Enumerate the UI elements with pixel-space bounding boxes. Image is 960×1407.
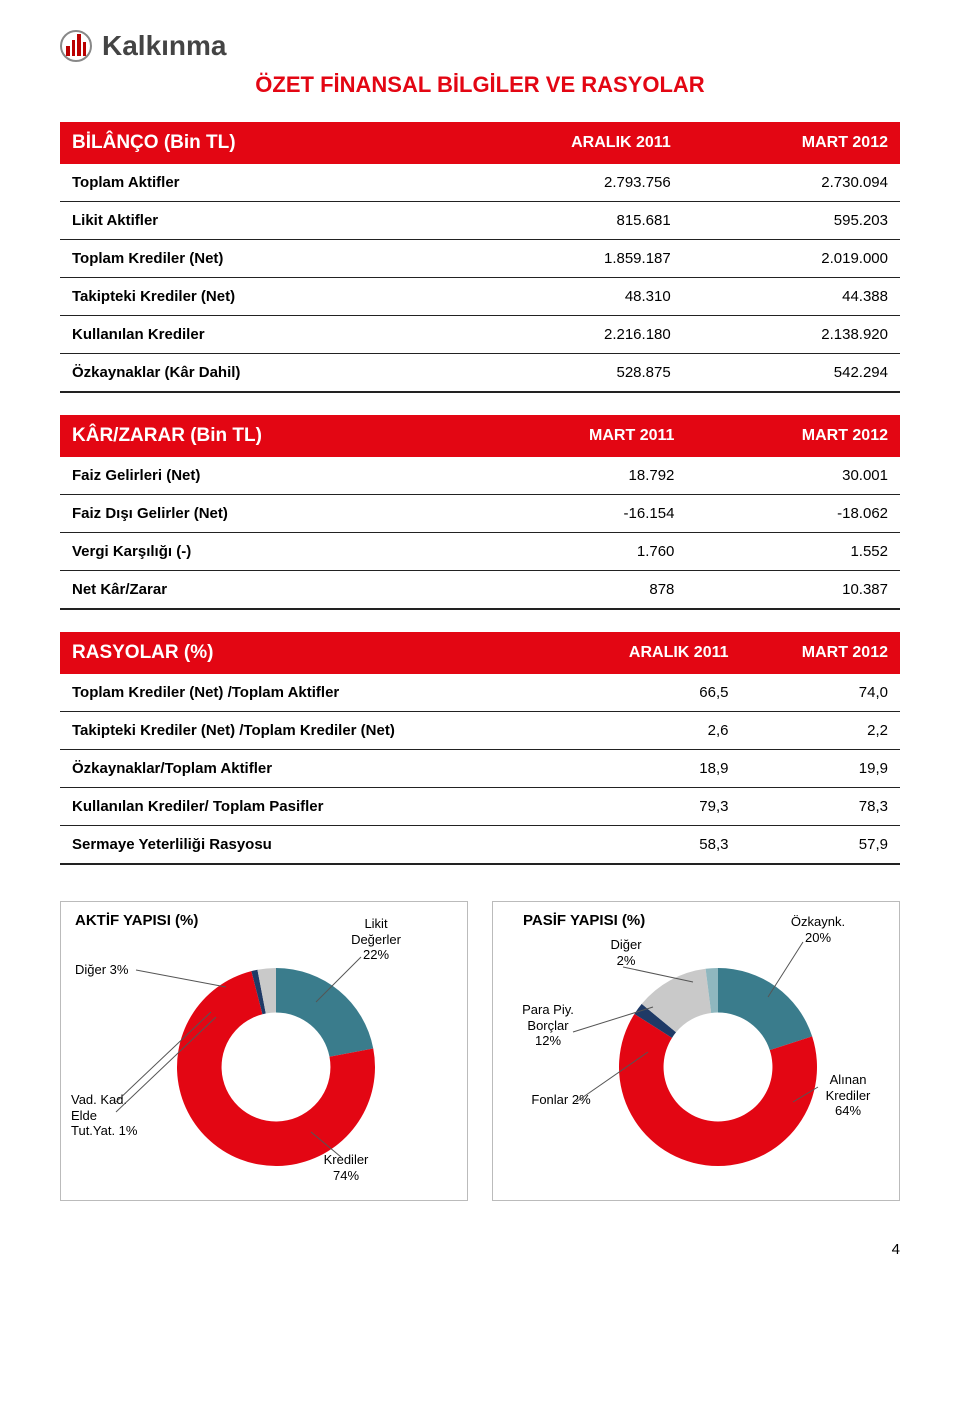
row-value-1: -16.154 <box>475 495 687 533</box>
row-value-2: 2.019.000 <box>683 240 900 278</box>
row-label: Net Kâr/Zarar <box>60 571 475 610</box>
row-value-2: 57,9 <box>741 826 901 865</box>
row-value-2: 74,0 <box>741 674 901 712</box>
karzarar-title: KÂR/ZARAR (Bin TL) <box>60 415 475 457</box>
rasyolar-col2: MART 2012 <box>741 632 901 674</box>
row-label: Toplam Krediler (Net) /Toplam Aktifler <box>60 674 562 712</box>
table-rasyolar-header: RASYOLAR (%) ARALIK 2011 MART 2012 <box>60 632 900 674</box>
page-title: ÖZET FİNANSAL BİLGİLER VE RASYOLAR <box>60 72 900 98</box>
row-value-2: 542.294 <box>683 354 900 393</box>
brand-name: Kalkınma <box>102 30 227 62</box>
row-value-2: 78,3 <box>741 788 901 826</box>
row-label: Kullanılan Krediler/ Toplam Pasifler <box>60 788 562 826</box>
table-row: Toplam Krediler (Net) /Toplam Aktifler66… <box>60 674 900 712</box>
aktif-label-diger: Diğer 3% <box>75 962 128 978</box>
row-label: Vergi Karşılığı (-) <box>60 533 475 571</box>
table-row: Net Kâr/Zarar87810.387 <box>60 571 900 610</box>
pasif-label-ozkaynk: Özkaynk. 20% <box>783 914 853 945</box>
bilanco-col1: ARALIK 2011 <box>439 122 683 164</box>
pasif-label-parapiy: Para Piy. Borçlar 12% <box>513 1002 583 1049</box>
row-label: Faiz Gelirleri (Net) <box>60 457 475 495</box>
table-row: Kullanılan Krediler2.216.1802.138.920 <box>60 316 900 354</box>
brand-header: Kalkınma <box>60 30 900 62</box>
table-bilanco-header: BİLÂNÇO (Bin TL) ARALIK 2011 MART 2012 <box>60 122 900 164</box>
row-label: Özkaynaklar (Kâr Dahil) <box>60 354 439 393</box>
table-row: Faiz Dışı Gelirler (Net)-16.154-18.062 <box>60 495 900 533</box>
table-rasyolar: RASYOLAR (%) ARALIK 2011 MART 2012 Topla… <box>60 632 900 865</box>
row-label: Kullanılan Krediler <box>60 316 439 354</box>
table-row: Faiz Gelirleri (Net)18.79230.001 <box>60 457 900 495</box>
row-value-1: 48.310 <box>439 278 683 316</box>
donut-slice <box>276 968 373 1057</box>
row-value-1: 18.792 <box>475 457 687 495</box>
row-value-1: 1.760 <box>475 533 687 571</box>
row-label: Özkaynaklar/Toplam Aktifler <box>60 750 562 788</box>
table-karzarar-header: KÂR/ZARAR (Bin TL) MART 2011 MART 2012 <box>60 415 900 457</box>
donut-slice <box>718 968 812 1050</box>
row-label: Takipteki Krediler (Net) /Toplam Kredile… <box>60 712 562 750</box>
row-label: Sermaye Yeterliliği Rasyosu <box>60 826 562 865</box>
row-label: Toplam Krediler (Net) <box>60 240 439 278</box>
row-value-2: 10.387 <box>686 571 900 610</box>
chart-aktif: AKTİF YAPISI (%) Diğer 3% Vad. Kad. Elde… <box>60 901 468 1201</box>
charts-row: AKTİF YAPISI (%) Diğer 3% Vad. Kad. Elde… <box>60 901 900 1201</box>
table-row: Kullanılan Krediler/ Toplam Pasifler79,3… <box>60 788 900 826</box>
row-value-1: 528.875 <box>439 354 683 393</box>
aktif-label-likit: Likit Değerler 22% <box>341 916 411 963</box>
row-value-1: 2.216.180 <box>439 316 683 354</box>
row-label: Likit Aktifler <box>60 202 439 240</box>
donut-aktif <box>166 957 386 1177</box>
row-label: Toplam Aktifler <box>60 164 439 202</box>
donut-pasif <box>608 957 828 1177</box>
table-row: Sermaye Yeterliliği Rasyosu58,357,9 <box>60 826 900 865</box>
row-value-2: 2,2 <box>741 712 901 750</box>
table-row: Toplam Aktifler2.793.7562.730.094 <box>60 164 900 202</box>
chart-aktif-title: AKTİF YAPISI (%) <box>75 912 198 929</box>
row-value-2: 595.203 <box>683 202 900 240</box>
row-value-2: 1.552 <box>686 533 900 571</box>
row-value-1: 2.793.756 <box>439 164 683 202</box>
row-value-1: 878 <box>475 571 687 610</box>
row-value-1: 815.681 <box>439 202 683 240</box>
table-row: Takipteki Krediler (Net) /Toplam Kredile… <box>60 712 900 750</box>
row-value-1: 66,5 <box>562 674 741 712</box>
row-value-1: 58,3 <box>562 826 741 865</box>
row-value-2: 2.730.094 <box>683 164 900 202</box>
rasyolar-title: RASYOLAR (%) <box>60 632 562 674</box>
table-bilanco: BİLÂNÇO (Bin TL) ARALIK 2011 MART 2012 T… <box>60 122 900 393</box>
table-karzarar: KÂR/ZARAR (Bin TL) MART 2011 MART 2012 F… <box>60 415 900 610</box>
bilanco-col2: MART 2012 <box>683 122 900 164</box>
table-row: Toplam Krediler (Net)1.859.1872.019.000 <box>60 240 900 278</box>
row-value-1: 18,9 <box>562 750 741 788</box>
logo-icon <box>60 30 92 62</box>
chart-pasif: PASİF YAPISI (%) Özkaynk. 20% Diğer 2% P… <box>492 901 900 1201</box>
row-value-2: 30.001 <box>686 457 900 495</box>
table-row: Özkaynaklar (Kâr Dahil)528.875542.294 <box>60 354 900 393</box>
aktif-label-vad: Vad. Kad. Elde Tut.Yat. 1% <box>71 1092 141 1139</box>
row-value-2: -18.062 <box>686 495 900 533</box>
karzarar-col2: MART 2012 <box>686 415 900 457</box>
row-value-1: 1.859.187 <box>439 240 683 278</box>
row-value-2: 19,9 <box>741 750 901 788</box>
table-row: Likit Aktifler815.681595.203 <box>60 202 900 240</box>
chart-pasif-title: PASİF YAPISI (%) <box>523 912 645 929</box>
bilanco-title: BİLÂNÇO (Bin TL) <box>60 122 439 164</box>
table-row: Özkaynaklar/Toplam Aktifler18,919,9 <box>60 750 900 788</box>
row-label: Takipteki Krediler (Net) <box>60 278 439 316</box>
karzarar-col1: MART 2011 <box>475 415 687 457</box>
rasyolar-col1: ARALIK 2011 <box>562 632 741 674</box>
row-value-1: 79,3 <box>562 788 741 826</box>
row-value-1: 2,6 <box>562 712 741 750</box>
pasif-label-fonlar: Fonlar 2% <box>531 1092 591 1108</box>
row-label: Faiz Dışı Gelirler (Net) <box>60 495 475 533</box>
table-row: Takipteki Krediler (Net)48.31044.388 <box>60 278 900 316</box>
page-number: 4 <box>60 1241 900 1258</box>
table-row: Vergi Karşılığı (-)1.7601.552 <box>60 533 900 571</box>
row-value-2: 44.388 <box>683 278 900 316</box>
row-value-2: 2.138.920 <box>683 316 900 354</box>
